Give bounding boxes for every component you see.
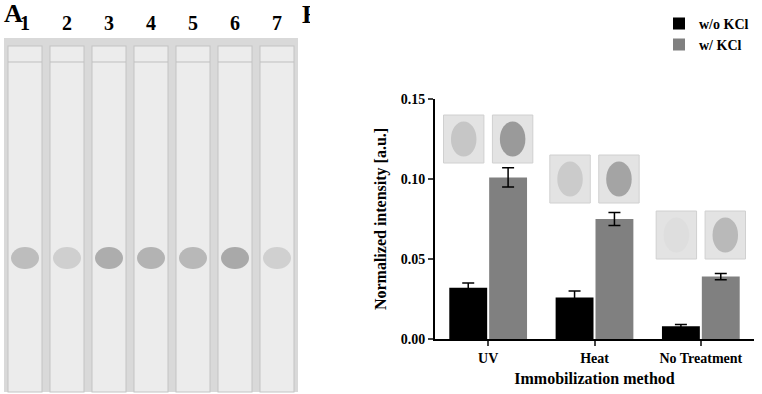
svg-text:w/o KCl: w/o KCl bbox=[699, 17, 749, 32]
svg-text:5: 5 bbox=[188, 12, 198, 34]
svg-text:UV: UV bbox=[478, 351, 498, 366]
svg-text:Heat: Heat bbox=[580, 351, 609, 366]
svg-text:3: 3 bbox=[104, 12, 114, 34]
svg-text:6: 6 bbox=[230, 12, 240, 34]
svg-text:0.05: 0.05 bbox=[401, 252, 426, 267]
svg-text:0.00: 0.00 bbox=[401, 332, 426, 347]
svg-text:0.15: 0.15 bbox=[401, 92, 426, 107]
svg-text:w/ KCl: w/ KCl bbox=[699, 38, 742, 53]
html-text:B: B bbox=[302, 0, 320, 29]
svg-text:7: 7 bbox=[272, 12, 282, 34]
svg-text:A: A bbox=[4, 0, 23, 28]
svg-text:4: 4 bbox=[146, 12, 156, 34]
svg-text:0.10: 0.10 bbox=[401, 172, 426, 187]
svg-text:2: 2 bbox=[62, 12, 72, 34]
svg-text:Immobilization method: Immobilization method bbox=[514, 370, 675, 387]
svg-text:1: 1 bbox=[20, 12, 30, 34]
svg-text:No Treatment: No Treatment bbox=[659, 351, 742, 366]
svg-text:Normalized intensity [a.u.]: Normalized intensity [a.u.] bbox=[372, 128, 390, 310]
